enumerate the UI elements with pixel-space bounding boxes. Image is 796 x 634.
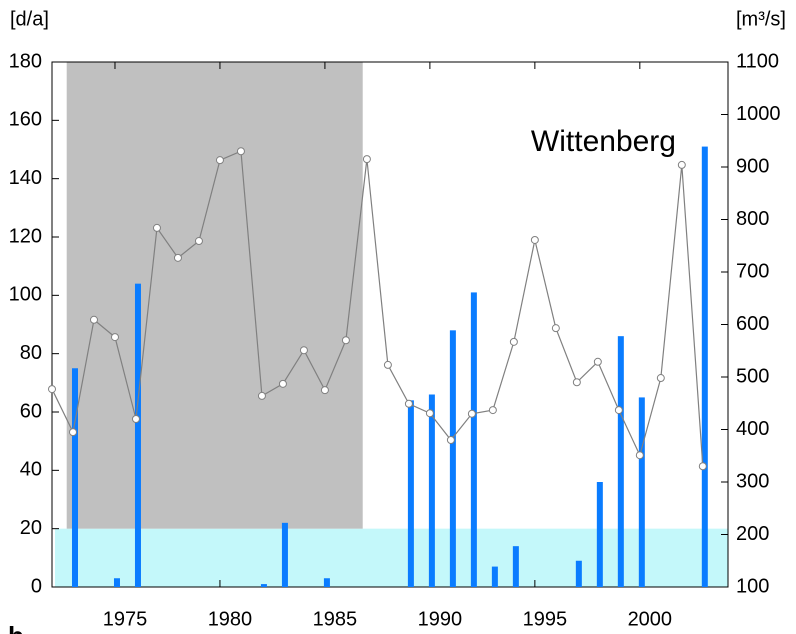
point (152, 223, 161, 232)
y2-tick-label: 1100 (736, 50, 779, 72)
point (257, 391, 266, 400)
point (278, 379, 287, 388)
y2-tick-label: 400 (736, 418, 769, 440)
y2-tick-label: 700 (736, 260, 769, 282)
bar (260, 584, 267, 587)
y2-tick-label: 900 (736, 155, 769, 177)
bar (596, 482, 603, 587)
point (299, 346, 308, 355)
point (215, 156, 224, 165)
point (551, 324, 560, 333)
y2-axis-label: [m³/s] (736, 8, 786, 30)
y-axis-label: [d/a] (10, 8, 49, 30)
y2-tick-label: 800 (736, 208, 769, 230)
y2-tick-label: 100 (736, 575, 769, 597)
point (488, 406, 497, 415)
point (383, 360, 392, 369)
bar (512, 546, 519, 587)
point (173, 253, 182, 262)
point (404, 399, 413, 408)
y-tick-label: 0 (31, 575, 42, 597)
y-tick-label: 60 (20, 400, 42, 422)
panel-label: b (8, 621, 24, 634)
x-tick-label: 1995 (523, 608, 568, 630)
y-tick-label: 120 (9, 225, 42, 247)
y2-tick-label: 200 (736, 523, 769, 545)
bar (470, 292, 477, 587)
y-tick-label: 40 (20, 459, 42, 481)
point (614, 406, 623, 415)
bar (71, 368, 78, 587)
bar (701, 146, 708, 588)
y-tick-label: 140 (9, 167, 42, 189)
x-tick-label: 1990 (418, 608, 463, 630)
x-tick-label: 1980 (208, 608, 253, 630)
bar (428, 394, 435, 587)
bar (281, 522, 288, 587)
point (425, 409, 434, 418)
bar (134, 283, 141, 587)
point (194, 237, 203, 246)
point (341, 336, 350, 345)
y-tick-label: 160 (9, 109, 42, 131)
point (635, 451, 644, 460)
point (572, 378, 581, 387)
point (509, 337, 518, 346)
point (131, 415, 140, 423)
y2-tick-label: 500 (736, 365, 769, 387)
point (677, 160, 686, 169)
line (51, 150, 704, 467)
y2-tick-label: 1000 (736, 103, 781, 125)
x-tick-label: 1985 (313, 608, 358, 630)
x-tick-label: 1975 (103, 608, 148, 630)
point (593, 357, 602, 366)
y-tick-label: 20 (20, 517, 42, 539)
bar (323, 578, 330, 587)
x-tick-label: 2000 (628, 608, 673, 630)
threshold-band (55, 528, 728, 587)
bar (491, 566, 498, 587)
point (467, 409, 476, 418)
bar (638, 397, 645, 587)
shaded-region (66, 62, 363, 529)
point (446, 436, 455, 444)
y-tick-label: 80 (20, 342, 42, 364)
bar (449, 330, 456, 587)
bar (113, 578, 120, 587)
point (530, 235, 539, 244)
point (89, 315, 98, 324)
y-tick-label: 180 (9, 50, 42, 72)
y2-tick-label: 300 (736, 470, 769, 492)
point (48, 385, 56, 394)
point (236, 147, 245, 156)
y2-tick-label: 600 (736, 313, 769, 335)
bar (617, 336, 624, 587)
bar (575, 560, 582, 587)
point (362, 155, 371, 164)
point (698, 462, 707, 471)
point (656, 374, 665, 383)
point (320, 386, 329, 395)
annotation: Wittenberg (531, 125, 676, 158)
y-tick-label: 100 (9, 284, 42, 306)
bar (407, 400, 414, 587)
point (68, 428, 77, 437)
point (110, 333, 119, 342)
